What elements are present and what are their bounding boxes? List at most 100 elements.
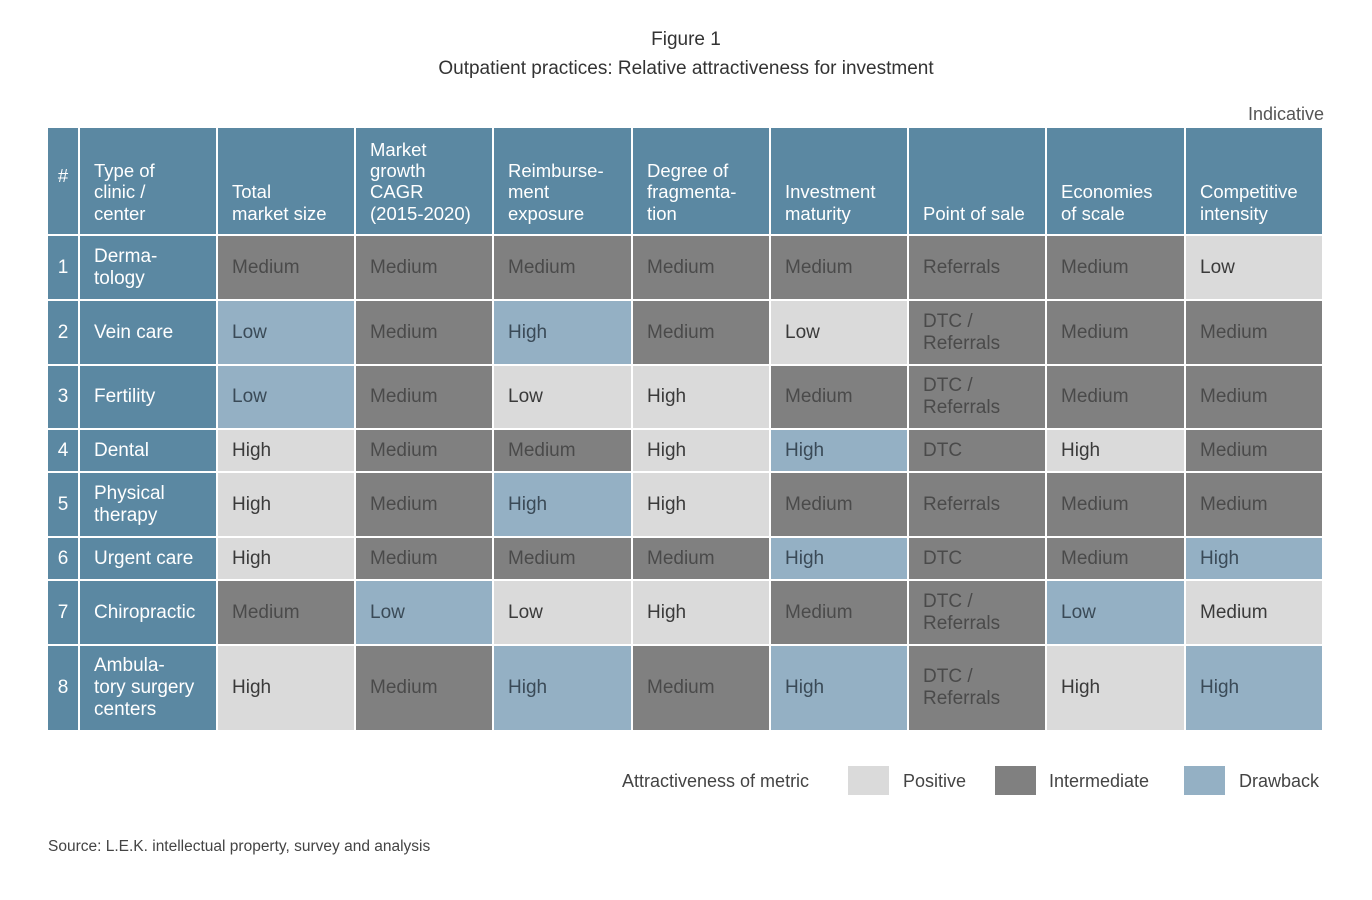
table-cell-drawback: High bbox=[494, 473, 631, 536]
table-cell-intermediate: Medium bbox=[771, 366, 907, 428]
table-cell-positive: Medium bbox=[1186, 581, 1322, 644]
table-cell-intermediate: Medium bbox=[771, 236, 907, 299]
table-cell-intermediate: DTC bbox=[909, 538, 1045, 579]
table-cell-intermediate: Medium bbox=[633, 236, 769, 299]
table-cell-intermediate: Medium bbox=[218, 581, 354, 644]
table-cell-intermediate: DTC / Referrals bbox=[909, 366, 1045, 428]
legend-title: Attractiveness of metric bbox=[622, 770, 810, 791]
row-label: Vein care bbox=[80, 301, 216, 364]
table-cell-drawback: High bbox=[771, 646, 907, 730]
table-cell-intermediate: Medium bbox=[633, 646, 769, 730]
table-cell-positive: Low bbox=[1186, 236, 1322, 299]
table-cell-drawback: High bbox=[494, 646, 631, 730]
column-header: Investment maturity bbox=[771, 128, 907, 234]
table-cell-intermediate: Medium bbox=[1047, 538, 1184, 579]
legend-swatch-intermediate bbox=[995, 766, 1036, 795]
table-cell-intermediate: Medium bbox=[356, 301, 492, 364]
row-number: 4 bbox=[48, 430, 78, 471]
table-cell-intermediate: Medium bbox=[494, 538, 631, 579]
table-cell-drawback: Low bbox=[218, 366, 354, 428]
table-cell-intermediate: Medium bbox=[356, 473, 492, 536]
column-header: Economies of scale bbox=[1047, 128, 1184, 234]
table-cell-positive: High bbox=[218, 430, 354, 471]
legend-swatch-positive bbox=[848, 766, 889, 795]
table-cell-intermediate: Medium bbox=[356, 366, 492, 428]
column-header: Total market size bbox=[218, 128, 354, 234]
column-header: Degree of fragmenta- tion bbox=[633, 128, 769, 234]
column-header: Competitive intensity bbox=[1186, 128, 1322, 234]
row-label: Fertility bbox=[80, 366, 216, 428]
table-cell-intermediate: Medium bbox=[1047, 236, 1184, 299]
table-cell-drawback: High bbox=[771, 430, 907, 471]
table-cell-intermediate: Medium bbox=[356, 236, 492, 299]
table-cell-drawback: High bbox=[1186, 646, 1322, 730]
table-cell-positive: High bbox=[218, 473, 354, 536]
attractiveness-table: # Type of clinic / center Total market siz… bbox=[48, 128, 1324, 732]
row-number: 2 bbox=[48, 301, 78, 364]
column-header: # bbox=[48, 128, 78, 234]
table-cell-intermediate: Medium bbox=[356, 538, 492, 579]
table-cell-intermediate: Medium bbox=[356, 646, 492, 730]
column-header: Point of sale bbox=[909, 128, 1045, 234]
table-cell-intermediate: Medium bbox=[771, 473, 907, 536]
table-cell-intermediate: Medium bbox=[771, 581, 907, 644]
indicative-note: Indicative bbox=[1247, 104, 1324, 124]
table-cell-intermediate: Medium bbox=[1186, 473, 1322, 536]
table-cell-drawback: High bbox=[494, 301, 631, 364]
table-cell-drawback: Low bbox=[1047, 581, 1184, 644]
table-cell-intermediate: Medium bbox=[494, 236, 631, 299]
table-cell-intermediate: Medium bbox=[356, 430, 492, 471]
legend-label-positive: Positive bbox=[903, 770, 967, 791]
row-number: 3 bbox=[48, 366, 78, 428]
table-cell-drawback: High bbox=[1186, 538, 1322, 579]
legend-label-intermediate: Intermediate bbox=[1049, 770, 1150, 791]
table-cell-intermediate: Referrals bbox=[909, 473, 1045, 536]
table-cell-intermediate: Medium bbox=[1186, 430, 1322, 471]
row-label: Dental bbox=[80, 430, 216, 471]
table-cell-positive: Low bbox=[494, 581, 631, 644]
table-cell-intermediate: DTC / Referrals bbox=[909, 581, 1045, 644]
table-cell-intermediate: DTC bbox=[909, 430, 1045, 471]
row-number: 7 bbox=[48, 581, 78, 644]
row-label: Urgent care bbox=[80, 538, 216, 579]
table-cell-intermediate: Medium bbox=[218, 236, 354, 299]
row-number: 5 bbox=[48, 473, 78, 536]
source-note: Source: L.E.K. intellectual property, su… bbox=[48, 838, 431, 855]
table-cell-positive: High bbox=[633, 366, 769, 428]
table-cell-intermediate: Medium bbox=[633, 538, 769, 579]
table-cell-positive: High bbox=[1047, 646, 1184, 730]
column-header: Market growth CAGR (2015-2020) bbox=[356, 128, 492, 234]
chart-title: Outpatient practices: Relative attractiv… bbox=[438, 58, 934, 79]
row-label: Ambula- tory surgery centers bbox=[80, 646, 216, 730]
table-cell-intermediate: DTC / Referrals bbox=[909, 646, 1045, 730]
table-cell-positive: High bbox=[218, 538, 354, 579]
row-number: 8 bbox=[48, 646, 78, 730]
legend-label-drawback: Drawback bbox=[1239, 770, 1320, 791]
table-cell-positive: Low bbox=[494, 366, 631, 428]
table-cell-intermediate: Medium bbox=[633, 301, 769, 364]
row-number: 1 bbox=[48, 236, 78, 299]
table-cell-intermediate: DTC / Referrals bbox=[909, 301, 1045, 364]
row-label: Derma- tology bbox=[80, 236, 216, 299]
table-cell-positive: High bbox=[218, 646, 354, 730]
table-cell-positive: High bbox=[633, 581, 769, 644]
legend-swatch-drawback bbox=[1184, 766, 1225, 795]
row-label: Physical therapy bbox=[80, 473, 216, 536]
table-cell-drawback: High bbox=[771, 538, 907, 579]
table-cell-positive: High bbox=[633, 430, 769, 471]
column-header: Reimburse- ment exposure bbox=[494, 128, 631, 234]
table-cell-intermediate: Medium bbox=[494, 430, 631, 471]
table-cell-positive: High bbox=[1047, 430, 1184, 471]
table-cell-positive: Low bbox=[771, 301, 907, 364]
table-cell-intermediate: Medium bbox=[1047, 473, 1184, 536]
column-header: Type of clinic / center bbox=[80, 128, 216, 234]
row-label: Chiropractic bbox=[80, 581, 216, 644]
table-cell-drawback: Low bbox=[218, 301, 354, 364]
table-cell-intermediate: Medium bbox=[1186, 301, 1322, 364]
table-cell-intermediate: Medium bbox=[1047, 366, 1184, 428]
table-cell-intermediate: Medium bbox=[1047, 301, 1184, 364]
table-cell-intermediate: Medium bbox=[1186, 366, 1322, 428]
row-number: 6 bbox=[48, 538, 78, 579]
table-cell-intermediate: Referrals bbox=[909, 236, 1045, 299]
table-cell-positive: High bbox=[633, 473, 769, 536]
